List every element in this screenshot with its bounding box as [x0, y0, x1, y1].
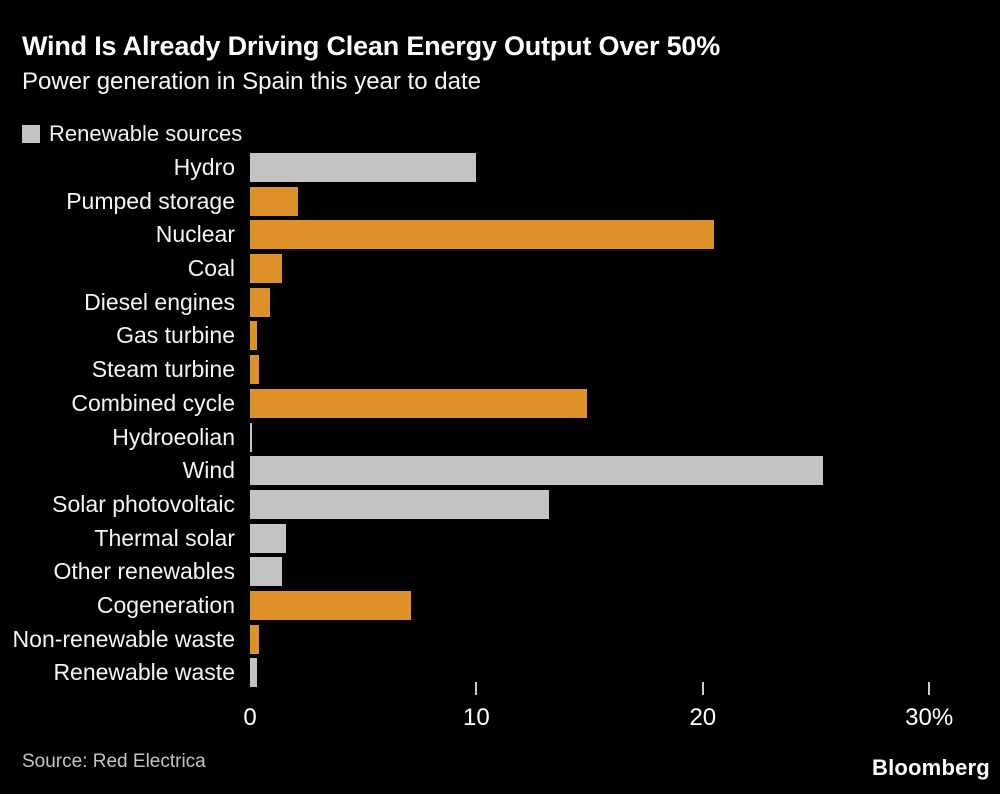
table-row: Nuclear	[0, 220, 1000, 254]
bar-non-renewable	[250, 186, 298, 216]
bar-non-renewable	[250, 321, 257, 351]
bar-renewable	[250, 422, 253, 452]
table-row: Hydroeolian	[0, 422, 1000, 457]
axis-tick-label: 0	[243, 704, 257, 731]
category-label: Solar photovoltaic	[52, 490, 235, 517]
table-row: Coal	[0, 254, 1000, 288]
axis-tick-icon	[475, 682, 478, 695]
category-label: Coal	[187, 255, 235, 282]
bar-track	[250, 153, 1000, 182]
axis-tick-icon	[701, 682, 704, 695]
bar-track	[250, 422, 1000, 452]
table-row: Wind	[0, 456, 1000, 490]
bar-track	[250, 523, 1000, 553]
bar-renewable	[250, 153, 477, 182]
table-row: Diesel engines	[0, 287, 1000, 322]
bar-non-renewable	[250, 355, 260, 385]
axis-tick-label: 10	[463, 704, 490, 731]
category-label: Thermal solar	[94, 524, 235, 551]
table-row: Thermal solar	[0, 523, 1000, 558]
category-label: Non-renewable waste	[12, 625, 235, 652]
category-label: Cogeneration	[96, 591, 235, 618]
table-row: Hydro	[0, 153, 1000, 187]
bar-renewable	[250, 557, 282, 587]
category-label: Hydro	[173, 154, 235, 180]
bar-track	[250, 557, 1000, 587]
category-label: Steam turbine	[91, 356, 235, 383]
legend: Renewable sources	[22, 121, 242, 147]
category-label: Other renewables	[53, 558, 235, 585]
table-row: Steam turbine	[0, 355, 1000, 389]
table-row: Pumped storage	[0, 186, 1000, 221]
table-row: Gas turbine	[0, 321, 1000, 355]
table-row: Cogeneration	[0, 590, 1000, 625]
bar-track	[250, 186, 1000, 216]
chart-subtitle: Power generation in Spain this year to d…	[22, 68, 481, 95]
axis-tick-icon	[928, 682, 931, 695]
table-row: Non-renewable waste	[0, 624, 1000, 659]
category-label: Gas turbine	[116, 322, 235, 349]
bar-non-renewable	[250, 220, 715, 250]
bar-track	[250, 624, 1000, 654]
axis-tick-label: 20	[689, 704, 717, 731]
category-label: Pumped storage	[66, 187, 235, 214]
legend-label: Renewable sources	[49, 121, 243, 146]
source-note: Source: Red Electrica	[22, 751, 206, 772]
bar-track	[250, 590, 1000, 620]
table-row: Other renewables	[0, 557, 1000, 591]
bar-track	[250, 287, 1000, 317]
category-label: Nuclear	[155, 221, 235, 248]
table-row: Renewable waste	[0, 658, 1000, 692]
bar-track	[250, 355, 1000, 385]
bar-non-renewable	[250, 590, 411, 620]
bar-track	[250, 254, 1000, 284]
bar-renewable	[250, 658, 257, 688]
table-row: Combined cycle	[0, 388, 1000, 423]
bar-track	[250, 321, 1000, 351]
bar-track	[250, 489, 1000, 519]
bar-rows: Hydro Pumped storage Nuclear Coal Diesel eng…	[0, 153, 1000, 692]
bar-non-renewable	[250, 388, 588, 418]
bar-non-renewable	[250, 624, 260, 654]
legend-swatch-renewable-icon	[22, 125, 40, 143]
bar-track	[250, 456, 1000, 486]
bar-non-renewable	[250, 287, 271, 317]
bloomberg-logo: Bloomberg	[872, 755, 990, 780]
table-row: Solar photovoltaic	[0, 489, 1000, 524]
category-label: Combined cycle	[71, 389, 235, 416]
category-label: Diesel engines	[84, 288, 235, 315]
chart-title: Wind Is Already Driving Clean Energy Out…	[22, 31, 721, 61]
axis-tick-label: 30%	[905, 704, 954, 731]
bar-track	[250, 220, 1000, 250]
bar-non-renewable	[250, 254, 282, 284]
bar-renewable	[250, 489, 549, 519]
category-label: Wind	[182, 457, 235, 484]
bar-track	[250, 388, 1000, 418]
bar-renewable	[250, 456, 823, 486]
bar-renewable	[250, 523, 287, 553]
category-label: Renewable waste	[53, 659, 235, 686]
bar-track	[250, 658, 1000, 688]
category-label: Hydroeolian	[112, 423, 235, 450]
